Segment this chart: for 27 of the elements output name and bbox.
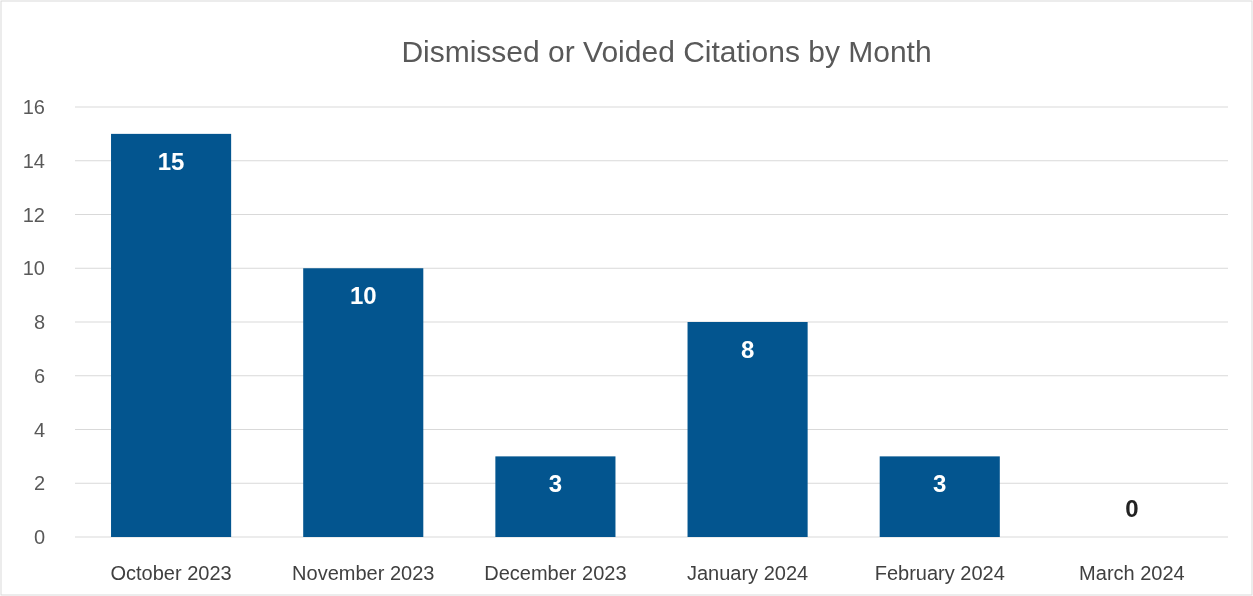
- x-tick-label: December 2023: [484, 562, 627, 584]
- x-tick-label: February 2024: [874, 562, 1005, 584]
- bar: [495, 456, 616, 537]
- x-tick-label: November 2023: [292, 562, 435, 584]
- y-tick-label: 12: [22, 203, 45, 226]
- y-tick-label: 10: [22, 257, 45, 280]
- data-label: 10: [349, 282, 377, 310]
- data-label: 3: [933, 470, 947, 498]
- chart-title: Dismissed or Voided Citations by Month: [401, 35, 932, 68]
- y-tick-label: 8: [33, 311, 45, 333]
- bar: [111, 133, 232, 537]
- data-label: 15: [157, 147, 185, 175]
- y-tick-label: 14: [22, 149, 45, 172]
- bar: [879, 456, 1000, 537]
- data-label: 8: [740, 336, 755, 363]
- x-tick-label: March 2024: [1079, 562, 1185, 584]
- data-label: 0: [1125, 495, 1139, 522]
- y-tick-label: 2: [33, 472, 45, 495]
- y-tick-label: 4: [33, 418, 45, 441]
- x-tick-label: January 2024: [686, 562, 809, 584]
- bar: [303, 268, 424, 537]
- data-label: 3: [548, 470, 563, 498]
- bar: [687, 322, 808, 537]
- y-tick-label: 6: [33, 364, 45, 387]
- y-tick-label: 16: [22, 96, 45, 118]
- x-tick-label: October 2023: [110, 562, 232, 584]
- y-tick-label: 0: [33, 526, 45, 548]
